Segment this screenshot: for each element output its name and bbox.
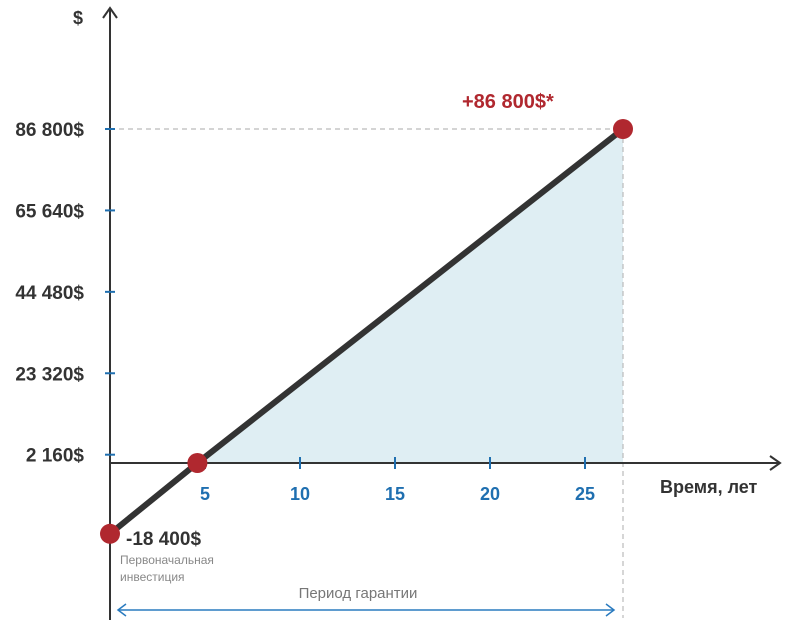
- x-tick-label: 20: [480, 484, 500, 504]
- y-axis-arrow: [102, 6, 118, 19]
- period-label: Период гарантии: [299, 585, 418, 602]
- start-note-line-2: инвестиция: [120, 570, 185, 584]
- y-tick-label: 44 480$: [15, 283, 84, 304]
- x-axis-title: Время, лет: [660, 477, 758, 497]
- x-tick-label: 10: [290, 484, 310, 504]
- x-tick-label: 5: [200, 484, 210, 504]
- y-tick-label: 65 640$: [15, 201, 84, 222]
- x-tick-label: 15: [385, 484, 405, 504]
- x-ticks: 5 10 15 20 25: [200, 457, 595, 504]
- y-ticks: 2 160$ 23 320$ 44 480$ 65 640$ 86 800$: [15, 120, 115, 467]
- start-note-line-1: Первоначальная: [120, 553, 214, 567]
- x-tick-label: 25: [575, 484, 595, 504]
- y-tick-label: 86 800$: [15, 120, 84, 141]
- period-arrow-left-head: [116, 603, 127, 617]
- x-axis-arrow: [769, 455, 782, 471]
- end-value-label: +86 800$*: [462, 91, 554, 113]
- y-tick-label: 23 320$: [15, 364, 84, 385]
- data-point: [613, 119, 633, 139]
- data-point: [100, 523, 120, 544]
- data-point: [187, 453, 208, 473]
- period-arrow-right-head: [605, 603, 616, 617]
- y-axis-title: $: [73, 8, 83, 28]
- start-value-label: -18 400$: [126, 529, 201, 550]
- data-points: [100, 119, 633, 544]
- y-tick-label: 2 160$: [26, 446, 85, 467]
